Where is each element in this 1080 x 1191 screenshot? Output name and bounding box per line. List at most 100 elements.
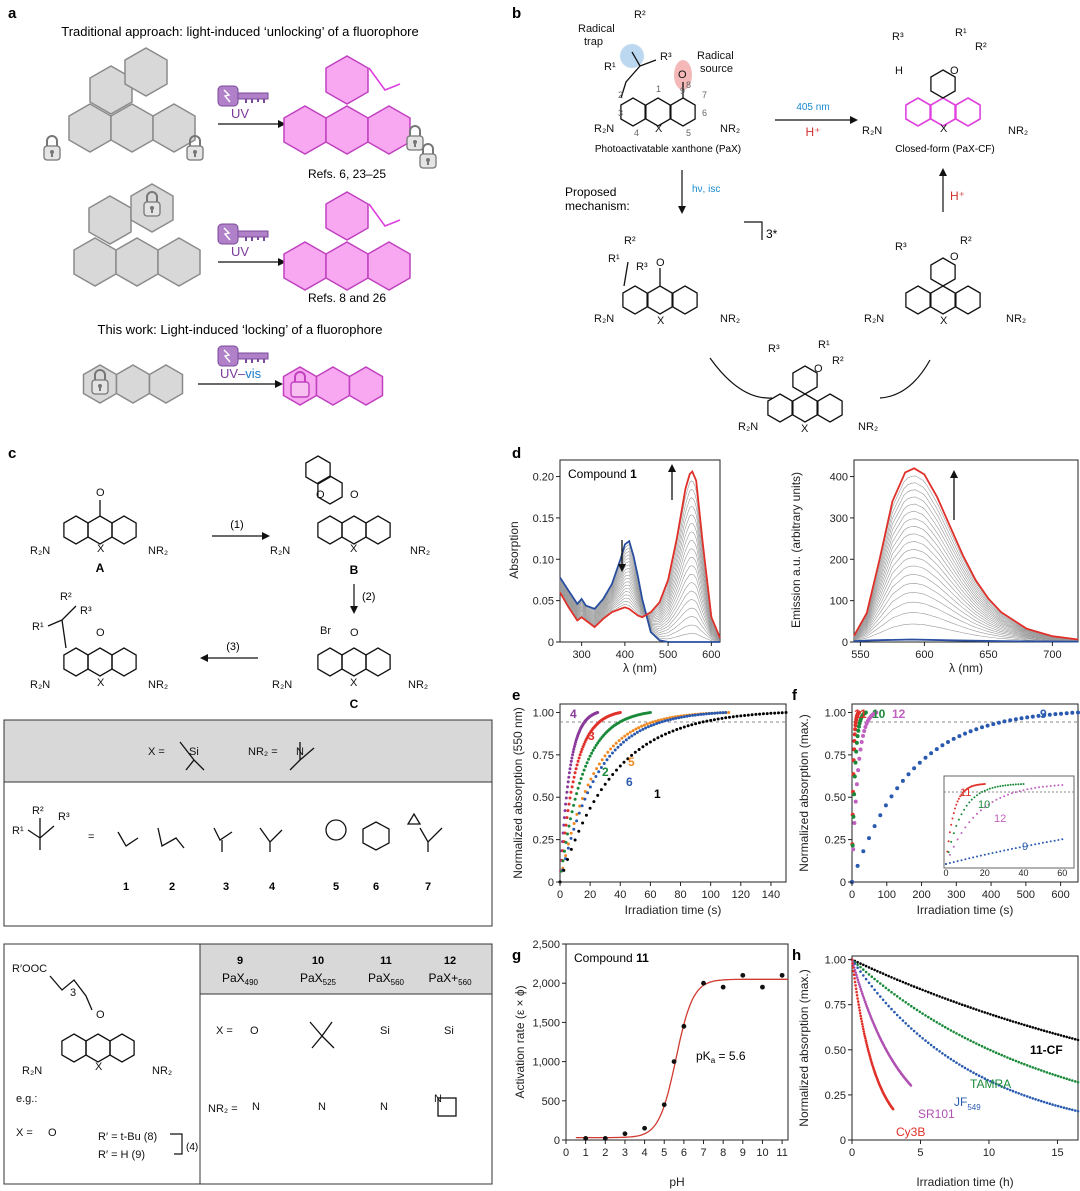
h-point-JF549 [1020,1093,1023,1096]
h-point-11-CF [977,1009,981,1012]
uncaged-fluorophore-2 [283,191,411,291]
f-point-9 [963,731,967,736]
em-ytick-label: 100 [830,596,848,608]
em-intermediate-line [853,612,1077,642]
svg-text:PaX490: PaX490 [222,971,259,987]
h-point-TAMRA [1034,1067,1037,1070]
g-ytick-label: 2,000 [532,978,560,990]
e-point-2 [569,817,572,821]
e-point-2 [585,761,589,765]
e-point-1 [694,722,698,726]
h-series-label: TAMRA [970,1077,1011,1091]
svg-text:R²: R² [960,235,972,247]
h-point-JF549 [864,977,868,981]
biradical-intermediate: R³ R¹ R² O R₂N X NR₂ [738,339,878,435]
e-point-1 [761,712,765,716]
panel-a-label: a [8,5,17,22]
f-point-9 [1036,713,1041,718]
svg-text:Closed-form (PaX-CF): Closed-form (PaX-CF) [895,144,994,155]
h-point-11-CF [893,977,896,980]
f-point-9 [951,736,956,741]
svg-text:Br: Br [320,625,331,637]
h-point-JF549 [992,1081,995,1084]
e-series-label: 2 [602,765,609,779]
svg-text:R³: R³ [892,31,904,43]
g-point [701,980,706,986]
h-point-SR101 [909,1084,913,1087]
f-point-9 [1059,711,1063,716]
h-point-11-CF [994,1014,998,1018]
h-point-11-CF [895,978,899,981]
e-point-2 [590,751,594,755]
e-point-1 [773,711,777,715]
svg-text:H: H [895,65,903,77]
e-point-6 [624,738,628,742]
f-inset-point-10 [963,808,966,811]
f-ytick-label: 0.25 [825,835,846,847]
abs-ytick-label: 0.20 [533,472,554,484]
svg-text:X: X [95,1061,103,1073]
f-point-9 [1064,711,1069,716]
vinyl-substituents: R² R³ R¹ = 1 2 3 4 5 6 7 [12,805,443,893]
e-point-1 [709,718,713,722]
h-point-SR101 [861,994,865,998]
f-point-12 [857,756,862,761]
e-point-2 [567,824,571,828]
h-point-JF549 [1065,1107,1068,1110]
f-inset-point-12 [1026,788,1029,791]
f-inset-point-12 [1014,791,1017,794]
e-point-6 [666,718,670,722]
compound-C: Br O R₂N X NR₂ C [272,625,428,711]
h-point-JF549 [994,1082,998,1086]
g-ytick-label: 1,500 [532,1017,560,1029]
e-point-6 [599,766,603,769]
svg-text:mechanism:: mechanism: [565,199,630,213]
f-inset-point-9 [976,855,978,858]
f-point-9 [912,766,917,771]
svg-text:O: O [96,1009,105,1021]
e-point-6 [646,725,650,729]
h-point-11-CF [955,1001,958,1004]
f-point-9 [996,720,1001,725]
e-point-2 [576,786,580,790]
h-point-11-CF [921,988,924,992]
h-point-SR101 [855,973,858,977]
h-point-JF549 [927,1041,930,1045]
h-point-11-CF [983,1011,987,1014]
abs-intermediate-line [559,564,720,641]
f-inset-point-9 [991,852,994,854]
em-series-line [853,638,1079,643]
e-point-3 [564,823,568,827]
h-point-JF549 [898,1016,902,1020]
uv-label-1: UV [231,106,249,121]
h-point-TAMRA [893,993,896,996]
h-point-JF549 [901,1019,905,1022]
g-xtick-label: 6 [681,1147,687,1159]
h-point-JF549 [859,970,862,973]
e-point-6 [685,714,689,718]
h-point-Cy3B [860,1020,864,1023]
f-inset-point-12 [987,803,990,806]
e-point-6 [619,743,623,747]
h-point-11-CF [1017,1021,1020,1025]
em-curves [853,467,1079,643]
e-point-2 [579,777,583,781]
e-series-label: 1 [654,787,661,801]
f-inset-point-12 [1022,789,1025,792]
ester-scaffold: R′OOC 3 O R₂N X NR₂ e.g.: X = O R′ = t-B… [12,963,198,1161]
e-point-5 [617,739,621,743]
f-point-9 [1019,716,1024,721]
e-point-2 [570,810,574,814]
e-point-5 [592,772,596,776]
g-ytick-label: 0 [554,1135,560,1147]
abs-xlabel: λ (nm) [623,661,657,675]
e-point-5 [634,727,638,731]
h-point-TAMRA [1003,1055,1006,1058]
e-point-6 [691,713,695,717]
h-point-JF549 [960,1064,964,1068]
h-point-11-CF [960,1003,964,1006]
svg-text:X: X [97,543,105,555]
h-point-TAMRA [1076,1080,1080,1084]
h-point-JF549 [1056,1104,1060,1108]
h-point-JF549 [932,1045,936,1049]
